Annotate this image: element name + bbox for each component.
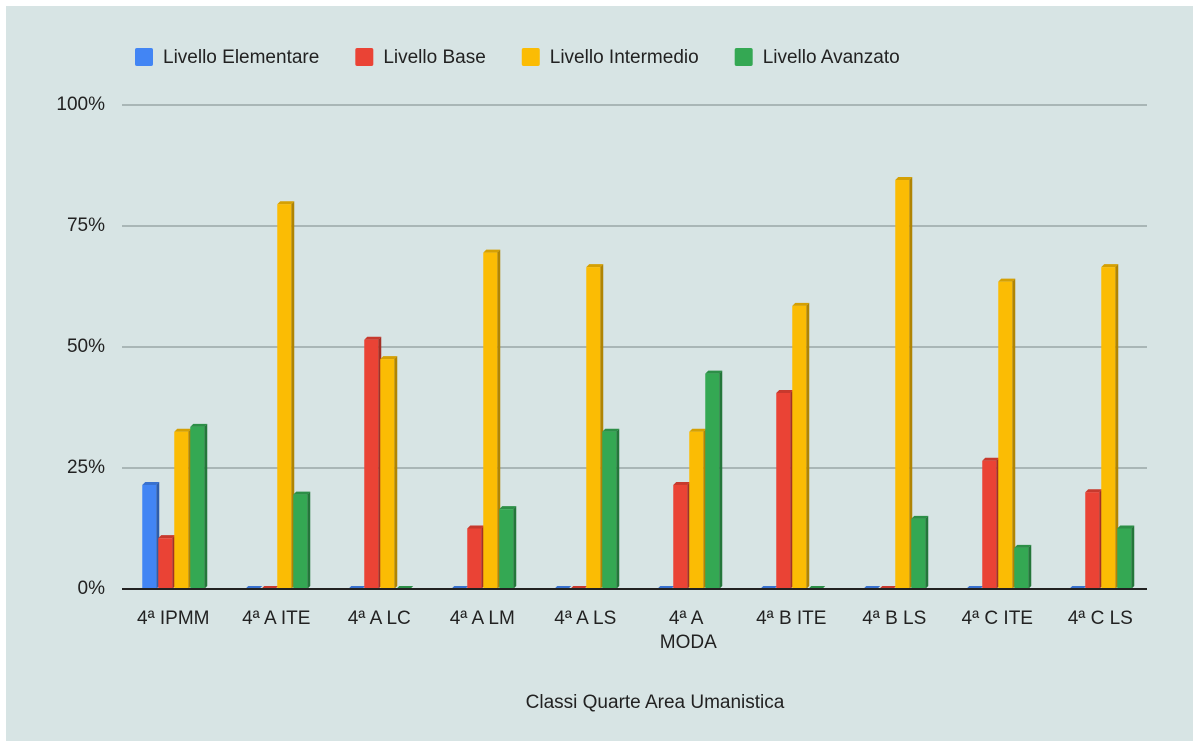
bar-top [364, 336, 382, 340]
bar [689, 431, 704, 589]
bar-side [1115, 264, 1119, 589]
bar-top [792, 302, 810, 306]
bar-side [1012, 278, 1016, 589]
bar [586, 267, 601, 589]
bar-side [307, 491, 311, 589]
legend-swatch [734, 48, 753, 66]
y-tick-label: 100% [56, 94, 105, 115]
bar-side [925, 515, 929, 589]
bar-top [776, 389, 794, 393]
bar-top [982, 457, 1000, 461]
bar [982, 460, 997, 589]
legend-label: Livello Avanzato [763, 47, 900, 68]
x-tick-label: 4ª A LM [450, 608, 515, 629]
bar [190, 426, 205, 589]
bar [174, 431, 189, 589]
legend-swatch [355, 48, 374, 66]
bar-side [909, 177, 913, 589]
bar [293, 494, 308, 589]
bar-side [394, 356, 398, 589]
x-tick-label: 4ª A LS [554, 608, 616, 629]
bar-side [204, 423, 208, 589]
bar-top [483, 249, 501, 253]
bar-side [1028, 544, 1032, 589]
bar-side [1131, 525, 1135, 589]
y-tick-label: 75% [67, 215, 105, 236]
bar-top [158, 535, 176, 539]
bar-side [719, 370, 723, 589]
bar-top [689, 428, 707, 432]
bar [499, 509, 514, 589]
bar-side [806, 302, 810, 589]
bar-top [673, 481, 691, 485]
bar [142, 484, 157, 589]
bar [673, 484, 688, 589]
x-tick-label-line: MODA [660, 632, 717, 653]
bar [998, 281, 1013, 589]
x-tick-label: 4ª C ITE [962, 608, 1033, 629]
x-tick-label: 4ª B ITE [756, 608, 826, 629]
bar-top [1014, 544, 1032, 548]
y-tick-label: 25% [67, 457, 105, 478]
bar [705, 373, 720, 589]
bar [602, 431, 617, 589]
bar [158, 538, 173, 589]
x-tick-label: 4ª B LS [862, 608, 926, 629]
bar-top [586, 264, 604, 268]
bar-top [174, 428, 192, 432]
y-tick-label: 50% [67, 336, 105, 357]
bar-top [705, 370, 723, 374]
bar [792, 305, 807, 589]
bar [895, 180, 910, 589]
bar-top [1101, 264, 1119, 268]
legend-swatch [521, 48, 540, 66]
legend-label: Livello Elementare [163, 47, 319, 68]
bar-top [190, 423, 208, 427]
bar [1014, 547, 1029, 589]
bar [467, 528, 482, 589]
legend-swatch [135, 48, 153, 66]
bar-side [291, 201, 295, 589]
bar [483, 252, 498, 589]
bar-side [616, 428, 620, 589]
bar [776, 392, 791, 589]
x-axis-title: Classi Quarte Area Umanistica [526, 692, 785, 713]
bar-top [1117, 525, 1135, 529]
x-tick-label: 4ª C LS [1068, 608, 1133, 629]
bar [1085, 492, 1100, 589]
y-tick-label: 0% [78, 578, 106, 599]
legend-label: Livello Intermedio [550, 47, 699, 68]
bar-side [497, 249, 501, 589]
bar-top [1085, 489, 1103, 493]
x-tick-label: 4ª A LC [348, 608, 411, 629]
bar-top [499, 506, 517, 510]
bar-top [467, 525, 485, 529]
bar [364, 339, 379, 589]
bar-top [998, 278, 1016, 282]
bar [1101, 267, 1116, 589]
x-tick-label: 4ª A MODA [660, 608, 717, 653]
bar-top [142, 481, 160, 485]
bar [380, 359, 395, 589]
bar-top [277, 201, 295, 205]
bar-top [602, 428, 620, 432]
x-tick-label: 4ª A ITE [242, 608, 310, 629]
bar-top [293, 491, 311, 495]
bar-top [895, 177, 913, 181]
bar-side [513, 506, 517, 589]
x-tick-label: 4ª IPMM [137, 608, 209, 629]
legend-label: Livello Base [383, 47, 485, 68]
x-tick-label-line: 4ª A [669, 608, 708, 629]
bar [277, 204, 292, 589]
bar [1117, 528, 1132, 589]
bar-top [380, 356, 398, 360]
bar [911, 518, 926, 589]
bar-top [911, 515, 929, 519]
